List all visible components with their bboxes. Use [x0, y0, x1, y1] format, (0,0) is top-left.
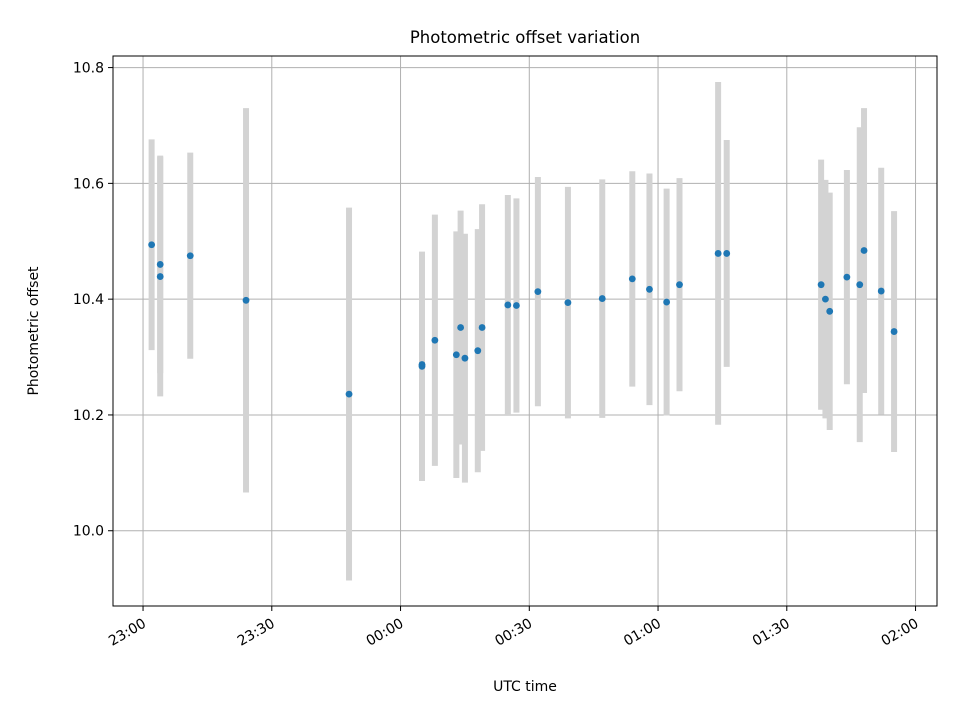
data-point: [856, 281, 864, 289]
x-tick-label: 00:30: [492, 616, 535, 650]
data-point: [156, 261, 164, 268]
x-tick-label: 01:30: [750, 616, 793, 650]
data-points: [148, 241, 898, 398]
data-point: [663, 298, 671, 306]
x-tick-label: 23:00: [106, 616, 149, 650]
x-tick-label: 00:00: [364, 616, 407, 650]
data-point: [452, 351, 460, 359]
x-tick-label: 23:30: [235, 616, 278, 650]
data-point: [877, 287, 885, 295]
data-point: [817, 281, 825, 289]
data-point: [148, 241, 156, 249]
data-point: [890, 328, 898, 335]
data-point: [504, 301, 512, 309]
x-axis-ticks: 23:00 23:30 00:00 00:30 01:00 01:30 02:00: [106, 606, 922, 650]
grid: [113, 56, 937, 606]
y-tick-label: 10.0: [73, 524, 104, 540]
y-axis-label: Photometric offset: [26, 266, 42, 396]
data-point: [598, 295, 606, 302]
data-point: [534, 288, 542, 296]
y-tick-label: 10.4: [73, 292, 104, 308]
y-tick-label: 10.8: [73, 61, 104, 77]
plot-frame: [112, 55, 938, 607]
data-point: [431, 336, 439, 344]
x-axis-label: UTC time: [493, 679, 557, 695]
data-point: [822, 295, 829, 303]
data-point: [474, 347, 482, 355]
data-point: [646, 285, 653, 293]
data-point: [478, 324, 486, 331]
data-point: [513, 302, 520, 309]
data-point: [826, 307, 834, 315]
data-point: [860, 247, 868, 254]
data-point: [564, 299, 572, 307]
data-point: [457, 324, 465, 331]
y-tick-label: 10.6: [73, 176, 104, 192]
data-point: [461, 354, 469, 362]
x-tick-label: 02:00: [879, 616, 922, 650]
data-point: [186, 252, 194, 260]
data-point: [843, 273, 851, 281]
error-bars: [148, 82, 898, 581]
data-point: [418, 362, 426, 370]
data-point: [723, 250, 731, 257]
data-point: [156, 273, 164, 280]
y-tick-label: 10.2: [73, 408, 104, 424]
data-point: [676, 281, 683, 289]
data-point: [242, 296, 250, 304]
data-point: [628, 275, 636, 283]
data-point: [345, 390, 353, 398]
x-tick-label: 01:00: [621, 616, 664, 650]
chart-title: Photometric offset variation: [410, 28, 640, 47]
data-point: [714, 250, 722, 257]
y-axis-ticks: 10.0 10.2 10.4 10.6 10.8: [73, 61, 113, 540]
